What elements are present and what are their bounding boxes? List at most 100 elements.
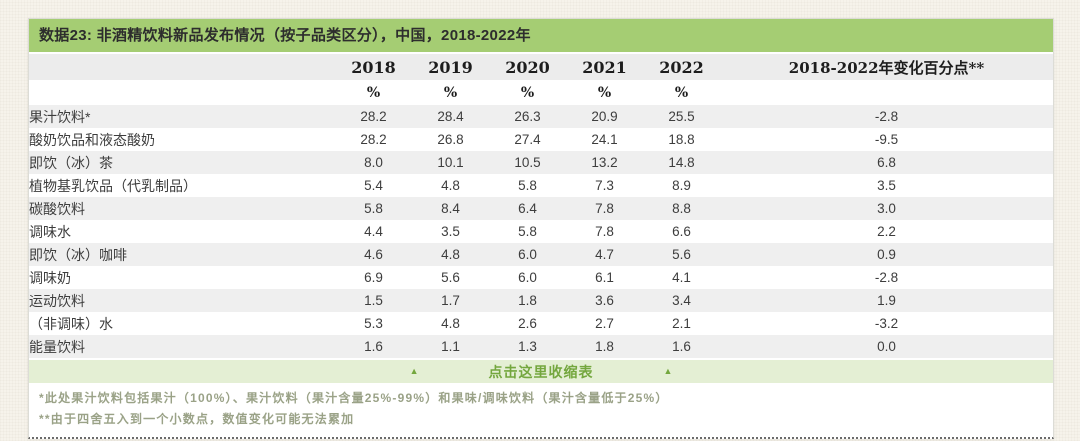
year-value-cell: 3.6 [566, 289, 643, 312]
year-value-cell: 5.3 [364, 316, 383, 331]
table-row: 调味水 4.4 3.5 5.8 7.8 6.6 2.2 [29, 220, 1053, 243]
year-value-cell: 7.8 [566, 197, 643, 220]
table-row: 即饮（冰）茶 8.0 10.1 10.5 13.2 14.8 6.8 [29, 151, 1053, 174]
unit-cell: % [412, 80, 489, 105]
unit-cell-empty [720, 80, 1053, 105]
table-row: 即饮（冰）咖啡 4.6 4.8 6.0 4.7 5.6 0.9 [29, 243, 1053, 266]
year-value-cell: 1.6 [335, 335, 412, 358]
change-value-cell: 1.9 [720, 289, 1053, 312]
year-value-cell: 5.8 [518, 224, 537, 239]
row-label: 能量饮料 [29, 335, 335, 358]
year-value-cell: 7.3 [595, 178, 614, 193]
year-value-cell: 10.1 [412, 151, 489, 174]
year-value-cell: 26.8 [437, 132, 464, 147]
year-value-cell: 6.0 [518, 270, 537, 285]
change-value-cell: 0.9 [720, 243, 1053, 266]
change-value-cell: -3.2 [874, 316, 899, 331]
change-value-cell: -9.5 [874, 132, 899, 147]
row-label: 植物基乳饮品（代乳制品） [29, 177, 197, 194]
unit-cell: % [335, 80, 412, 105]
row-label: 运动饮料 [29, 289, 335, 312]
year-value-cell: 6.4 [489, 197, 566, 220]
year-value-cell: 7.8 [595, 224, 614, 239]
change-value-cell: -2.8 [874, 270, 899, 285]
year-value-cell: 4.1 [672, 270, 691, 285]
year-value-cell: 20.9 [566, 105, 643, 128]
year-value-cell: 8.9 [672, 178, 691, 193]
year-column-header: 2019 [412, 54, 489, 80]
year-value-cell: 28.2 [335, 105, 412, 128]
year-value-cell: 8.8 [643, 197, 720, 220]
change-column-header: 2018-2022年变化百分点** [720, 54, 1053, 80]
year-column-header: 2020 [489, 54, 566, 80]
year-value-cell: 1.8 [489, 289, 566, 312]
collapse-label: 点击这里收缩表 [488, 363, 594, 380]
year-value-cell: 8.0 [335, 151, 412, 174]
year-value-cell: 6.0 [489, 243, 566, 266]
year-value-cell: 4.7 [566, 243, 643, 266]
year-value-cell: 4.8 [441, 316, 460, 331]
year-value-cell: 1.7 [412, 289, 489, 312]
year-value-cell: 5.6 [643, 243, 720, 266]
table-row: 调味奶 6.9 5.6 6.0 6.1 4.1 -2.8 [29, 266, 1053, 289]
year-value-cell: 1.6 [643, 335, 720, 358]
year-value-cell: 14.8 [643, 151, 720, 174]
collapse-table-button[interactable]: ▲ 点击这里收缩表 ▲ [29, 360, 1053, 383]
table-row: 碳酸饮料 5.8 8.4 6.4 7.8 8.8 3.0 [29, 197, 1053, 220]
data-table: 2018 2019 2020 2021 2022 2018-2022年变化百分点… [29, 54, 1053, 358]
year-value-cell: 3.5 [441, 224, 460, 239]
row-label: 即饮（冰）茶 [29, 151, 335, 174]
change-value-cell: 3.0 [720, 197, 1053, 220]
footnote-1: *此处果汁饮料包括果汁（100%）、果汁饮料（果汁含量25%-99%）和果味/调… [39, 391, 669, 405]
year-value-cell: 2.7 [595, 316, 614, 331]
change-value-cell: 3.5 [877, 178, 896, 193]
year-value-cell: 1.1 [412, 335, 489, 358]
row-label: （非调味）水 [29, 315, 113, 332]
table-row: 植物基乳饮品（代乳制品） 5.4 4.8 5.8 7.3 8.9 3.5 [29, 174, 1053, 197]
change-value-cell: -2.8 [720, 105, 1053, 128]
change-value-cell: 2.2 [877, 224, 896, 239]
row-label: 调味奶 [29, 269, 71, 286]
change-value-cell: 0.0 [720, 335, 1053, 358]
year-value-cell: 5.8 [518, 178, 537, 193]
table-row: 运动饮料 1.5 1.7 1.8 3.6 3.4 1.9 [29, 289, 1053, 312]
year-value-cell: 1.8 [566, 335, 643, 358]
row-label: 调味水 [29, 223, 71, 240]
year-value-cell: 28.4 [412, 105, 489, 128]
unit-cell: % [566, 80, 643, 105]
year-value-cell: 27.4 [514, 132, 541, 147]
year-value-cell: 8.4 [412, 197, 489, 220]
year-column-header: 2018 [335, 54, 412, 80]
year-value-cell: 1.3 [489, 335, 566, 358]
year-value-cell: 13.2 [566, 151, 643, 174]
unit-row: % % % % % [29, 80, 1053, 105]
collapse-up-icon: ▲ [663, 366, 673, 376]
change-value-cell: 6.8 [720, 151, 1053, 174]
data-table-panel: 数据23: 非酒精饮料新品发布情况（按子品类区分），中国，2018-2022年 … [28, 18, 1054, 439]
unit-cell: % [643, 80, 720, 105]
year-value-cell: 2.1 [672, 316, 691, 331]
row-label: 碳酸饮料 [29, 197, 335, 220]
year-value-cell: 4.6 [335, 243, 412, 266]
year-column-header: 2021 [566, 54, 643, 80]
table-title: 数据23: 非酒精饮料新品发布情况（按子品类区分），中国，2018-2022年 [29, 19, 1053, 52]
year-value-cell: 28.2 [360, 132, 387, 147]
footnotes: *此处果汁饮料包括果汁（100%）、果汁饮料（果汁含量25%-99%）和果味/调… [29, 383, 1053, 437]
year-value-cell: 4.4 [364, 224, 383, 239]
year-column-header: 2022 [643, 54, 720, 80]
table-row: 能量饮料 1.6 1.1 1.3 1.8 1.6 0.0 [29, 335, 1053, 358]
year-value-cell: 18.8 [668, 132, 695, 147]
footnote-2: **由于四舍五入到一个小数点，数值变化可能无法累加 [39, 412, 355, 426]
year-value-cell: 6.1 [595, 270, 614, 285]
year-value-cell: 3.4 [643, 289, 720, 312]
unit-cell: % [489, 80, 566, 105]
year-value-cell: 4.8 [441, 178, 460, 193]
year-value-cell: 25.5 [643, 105, 720, 128]
year-value-cell: 2.6 [518, 316, 537, 331]
year-value-cell: 4.8 [412, 243, 489, 266]
year-value-cell: 1.5 [335, 289, 412, 312]
table-row: 酸奶饮品和液态酸奶 28.2 26.8 27.4 24.1 18.8 -9.5 [29, 128, 1053, 151]
year-header-row: 2018 2019 2020 2021 2022 2018-2022年变化百分点… [29, 54, 1053, 80]
year-value-cell: 6.6 [672, 224, 691, 239]
